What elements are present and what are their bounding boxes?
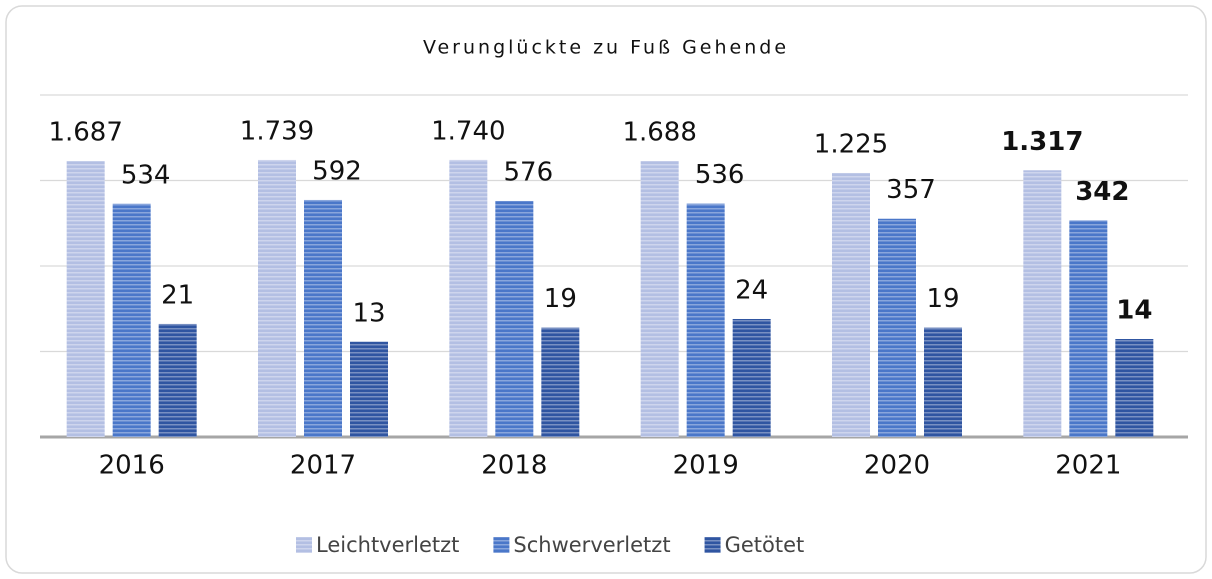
- data-label: 19: [544, 284, 577, 314]
- data-label: 19: [926, 284, 959, 314]
- x-tick-label: 2021: [1055, 451, 1121, 481]
- bar: [112, 203, 151, 437]
- data-label: 1.739: [240, 116, 314, 146]
- data-label: 24: [735, 275, 768, 305]
- legend-label: Schwerverletzt: [513, 533, 670, 557]
- legend-swatch: [296, 537, 312, 553]
- data-label: 576: [504, 157, 554, 187]
- bar: [686, 203, 725, 437]
- data-label: 1.688: [622, 118, 696, 148]
- bar: [878, 218, 916, 437]
- legend-label: Leichtverletzt: [316, 533, 459, 557]
- data-label: 592: [312, 156, 362, 186]
- data-label: 342: [1075, 177, 1129, 207]
- x-tick-label: 2019: [673, 451, 739, 481]
- x-tick-label: 2016: [99, 451, 165, 481]
- legend-swatch: [704, 537, 721, 553]
- data-label: 21: [161, 280, 194, 310]
- bar: [258, 159, 296, 437]
- data-label: 1.740: [431, 116, 505, 146]
- data-label: 1.317: [1001, 127, 1083, 157]
- data-label: 1.225: [814, 129, 888, 159]
- data-label: 534: [121, 160, 171, 190]
- bar: [640, 161, 679, 437]
- bar: [1023, 170, 1062, 437]
- bar: [832, 172, 870, 438]
- bar: [1069, 220, 1108, 437]
- bar: [1115, 339, 1154, 437]
- x-tick-label: 2018: [481, 451, 547, 481]
- bar: [449, 159, 488, 437]
- bar: [350, 341, 388, 437]
- data-label: 357: [886, 175, 936, 205]
- data-label: 536: [695, 160, 745, 190]
- bar: [304, 199, 342, 437]
- legend-label: Getötet: [725, 533, 805, 557]
- chart-title: Verunglückte zu Fuß Gehende: [423, 37, 789, 59]
- x-tick-label: 2020: [864, 451, 930, 481]
- bar: [924, 327, 962, 437]
- data-label: 1.687: [48, 118, 122, 148]
- bar: [732, 318, 771, 437]
- legend-swatch: [493, 537, 510, 553]
- bar: [541, 327, 580, 437]
- bar: [495, 200, 534, 437]
- bar: [66, 161, 105, 437]
- data-label: 14: [1116, 296, 1152, 326]
- bar: [158, 323, 197, 437]
- data-label: 13: [352, 298, 385, 328]
- x-tick-label: 2017: [290, 451, 356, 481]
